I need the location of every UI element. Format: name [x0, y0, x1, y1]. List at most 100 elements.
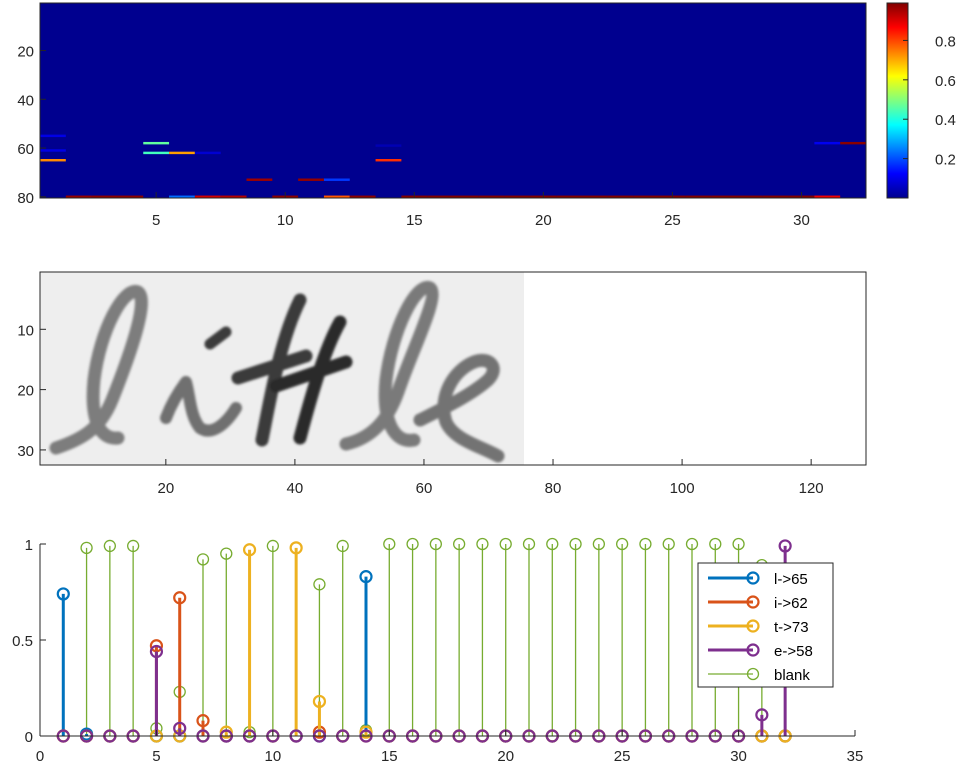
stem-marker [196, 553, 210, 566]
colorbar-frame [886, 2, 909, 199]
stem-marker [546, 537, 559, 551]
stem-x-tick-label: 10 [265, 748, 282, 765]
image-axes-frame [39, 271, 867, 466]
image-x-tick-label: 60 [416, 480, 433, 497]
heatmap-y-tick-label: 60 [17, 141, 34, 158]
heatmap-cell [40, 149, 66, 152]
heatmap-cell [427, 195, 453, 198]
stem-marker [522, 537, 536, 551]
heatmap-cell [814, 195, 841, 198]
legend-swatch-marker [746, 667, 760, 681]
heatmap-cell [582, 195, 608, 198]
stem-marker [289, 541, 303, 555]
stem-marker [429, 537, 443, 551]
heatmap-background [40, 3, 866, 198]
stem-marker [103, 539, 117, 553]
legend-label: l->65 [774, 571, 808, 588]
stem-x-tick-label: 35 [847, 748, 864, 765]
legend-items: l->65 i->62 t->73 e->58 blank [708, 571, 813, 684]
heatmap-cell [685, 195, 712, 198]
legend-swatch-marker [746, 571, 760, 585]
image-x-tick-label: 120 [799, 480, 824, 497]
heatmap-x-tick-label: 10 [277, 212, 294, 229]
stem-marker [359, 570, 373, 584]
colorbar-ticks: 0.2 0.4 0.6 0.8 [903, 33, 956, 169]
heatmap-x-ticks: 5 10 15 20 25 30 [152, 192, 810, 229]
image-x-tick-label: 100 [670, 480, 695, 497]
heatmap-x-tick-label: 5 [152, 212, 160, 229]
stem-marker [592, 537, 606, 551]
stem-series-blank [57, 537, 792, 743]
heatmap-cell [143, 141, 170, 145]
stem-marker [56, 587, 70, 601]
stem-x-tick-label: 0 [36, 748, 44, 765]
stem-marker [755, 708, 769, 722]
handwriting-dot-i [204, 326, 232, 350]
heatmap-y-tick-label: 20 [17, 44, 34, 61]
heatmap-x-tick-label: 25 [664, 212, 681, 229]
heatmap-cell [736, 195, 763, 198]
heatmap-cell [169, 195, 195, 198]
heatmap-cell [607, 195, 634, 198]
stem-y-tick-label: 0 [25, 729, 33, 746]
image-y-tick-label: 10 [17, 322, 34, 339]
stem-marker [126, 539, 140, 553]
legend-swatch-marker [746, 619, 760, 633]
stem-marker [452, 537, 466, 551]
legend-label: t->73 [774, 619, 809, 636]
image-x-tick-label: 80 [545, 480, 562, 497]
heatmap-cell [323, 195, 350, 198]
heatmap-y-tick-label: 40 [17, 92, 34, 109]
handwriting-image [40, 272, 524, 465]
heatmap-cell [143, 151, 170, 155]
heatmap-cell [375, 159, 402, 162]
heatmap-cell [194, 195, 221, 198]
heatmap-x-tick-label: 30 [793, 212, 810, 229]
stem-x-tick-label: 15 [381, 748, 398, 765]
stem-marker [242, 543, 257, 557]
legend-label: i->62 [774, 595, 808, 612]
legend-swatch-marker [746, 595, 760, 609]
stem-marker [173, 591, 187, 605]
heatmap-frame [39, 2, 867, 199]
colorbar-tick-label: 0.8 [935, 33, 956, 50]
stem-marker [476, 537, 489, 551]
heatmap-cell [840, 141, 866, 145]
stem-x-ticks: 0 5 10 15 20 25 30 35 [36, 730, 864, 765]
image-y-tick-label: 20 [17, 383, 34, 400]
heatmap-cell [478, 195, 505, 198]
heatmap-x-tick-label: 15 [406, 212, 423, 229]
image-x-tick-label: 40 [287, 480, 304, 497]
image-x-ticks: 20 40 60 80 100 120 [157, 459, 824, 497]
heatmap-cell [349, 195, 376, 198]
stem-marker [662, 537, 675, 551]
stem-marker [266, 539, 280, 553]
stem-x-tick-label: 20 [497, 748, 514, 765]
handwriting-stroke-l2 [339, 281, 439, 451]
stem-marker [732, 537, 745, 551]
colorbar-tick-label: 0.2 [935, 152, 956, 169]
stem-marker [569, 537, 582, 551]
stem-marker [149, 644, 164, 659]
stem-marker [778, 539, 792, 553]
colorbar-tick-label: 0.6 [935, 73, 956, 90]
heatmap-cell [504, 195, 531, 198]
handwriting-stroke-e [413, 354, 505, 463]
heatmap-cell [375, 144, 402, 147]
heatmap-cell [453, 195, 479, 198]
image-x-tick-label: 20 [157, 480, 174, 497]
stem-plot-panel: 0 5 10 15 20 25 30 35 00.51 l->65i->62t->73e->5… [12, 537, 863, 765]
legend-label: e->58 [774, 643, 813, 660]
heatmap-cell [323, 178, 350, 181]
colorbar-gradient [887, 3, 908, 198]
legend-swatch-marker [746, 643, 760, 657]
stem-marker [313, 578, 326, 591]
legend-label: blank [774, 667, 810, 684]
handwriting-stroke-i [160, 376, 242, 437]
handwriting-stroke-l [49, 285, 148, 455]
stem-marker [336, 539, 349, 553]
stem-marker [219, 725, 233, 739]
heatmap-y-ticks: 20 40 60 80 [17, 44, 46, 207]
legend: l->65 i->62 t->73 e->58 blank [697, 562, 834, 688]
